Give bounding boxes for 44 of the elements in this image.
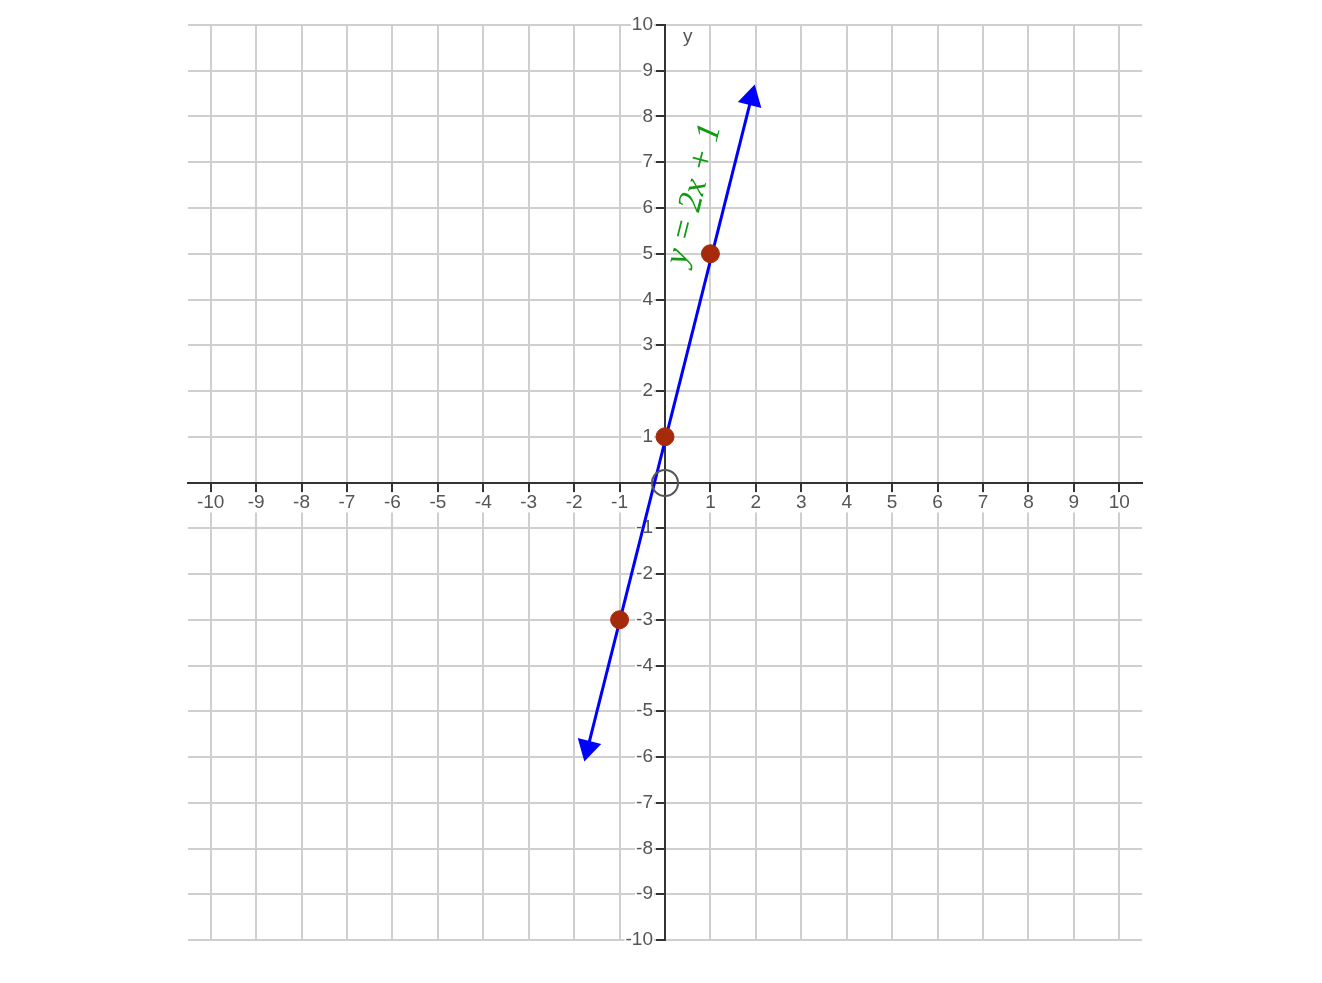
- x-tick-label: -6: [383, 491, 401, 513]
- x-tick-label: -1: [611, 491, 629, 513]
- y-tick-label: -6: [636, 745, 653, 767]
- y-tick-label: 5: [642, 241, 653, 263]
- point: [700, 244, 720, 264]
- point: [610, 610, 630, 630]
- x-tick-label: 3: [796, 491, 807, 513]
- x-tick-label: 2: [750, 491, 762, 513]
- y-tick-label: 8: [642, 104, 653, 126]
- x-tick-label: 10: [1108, 491, 1130, 513]
- x-tick-label: -5: [429, 491, 447, 513]
- y-tick-label: -7: [636, 790, 653, 812]
- y-tick-label: -8: [636, 836, 653, 858]
- x-tick-label: -3: [520, 491, 538, 513]
- annotation: y = 2x + 1: [655, 119, 728, 271]
- x-tick-label: -7: [338, 491, 356, 513]
- y-tick-label: 9: [642, 58, 653, 80]
- x-tick-label: 9: [1068, 491, 1080, 513]
- y-tick-label: -10: [625, 928, 653, 950]
- y-tick-label: 7: [642, 150, 653, 172]
- point: [655, 427, 675, 447]
- x-tick-label: 7: [977, 491, 989, 513]
- y-tick-label: -3: [636, 607, 653, 629]
- x-tick-label: -4: [474, 491, 493, 513]
- y-tick-label: 6: [642, 196, 653, 218]
- y-tick-label: -9: [636, 882, 653, 904]
- y-tick-label: 3: [642, 333, 653, 355]
- y-axis-title: y: [683, 24, 693, 46]
- x-tick-label: 4: [841, 491, 853, 513]
- y-tick-label: -5: [636, 699, 653, 721]
- y-tick-label: 10: [631, 13, 653, 35]
- x-tick-label: -9: [247, 491, 265, 513]
- x-tick-label: 5: [886, 491, 898, 513]
- x-tick-label: 6: [932, 491, 943, 513]
- y-tick-label: 2: [642, 379, 653, 401]
- x-tick-label: 1: [705, 491, 716, 513]
- y-tick-label: 4: [642, 287, 654, 309]
- x-tick-label: -10: [196, 491, 225, 513]
- x-tick-label: 8: [1023, 491, 1034, 513]
- y-tick-label: -4: [636, 653, 654, 675]
- y-tick-label: -2: [636, 562, 653, 584]
- x-tick-label: -2: [565, 491, 583, 513]
- y-tick-label: 1: [642, 424, 653, 446]
- x-tick-label: -8: [293, 491, 311, 513]
